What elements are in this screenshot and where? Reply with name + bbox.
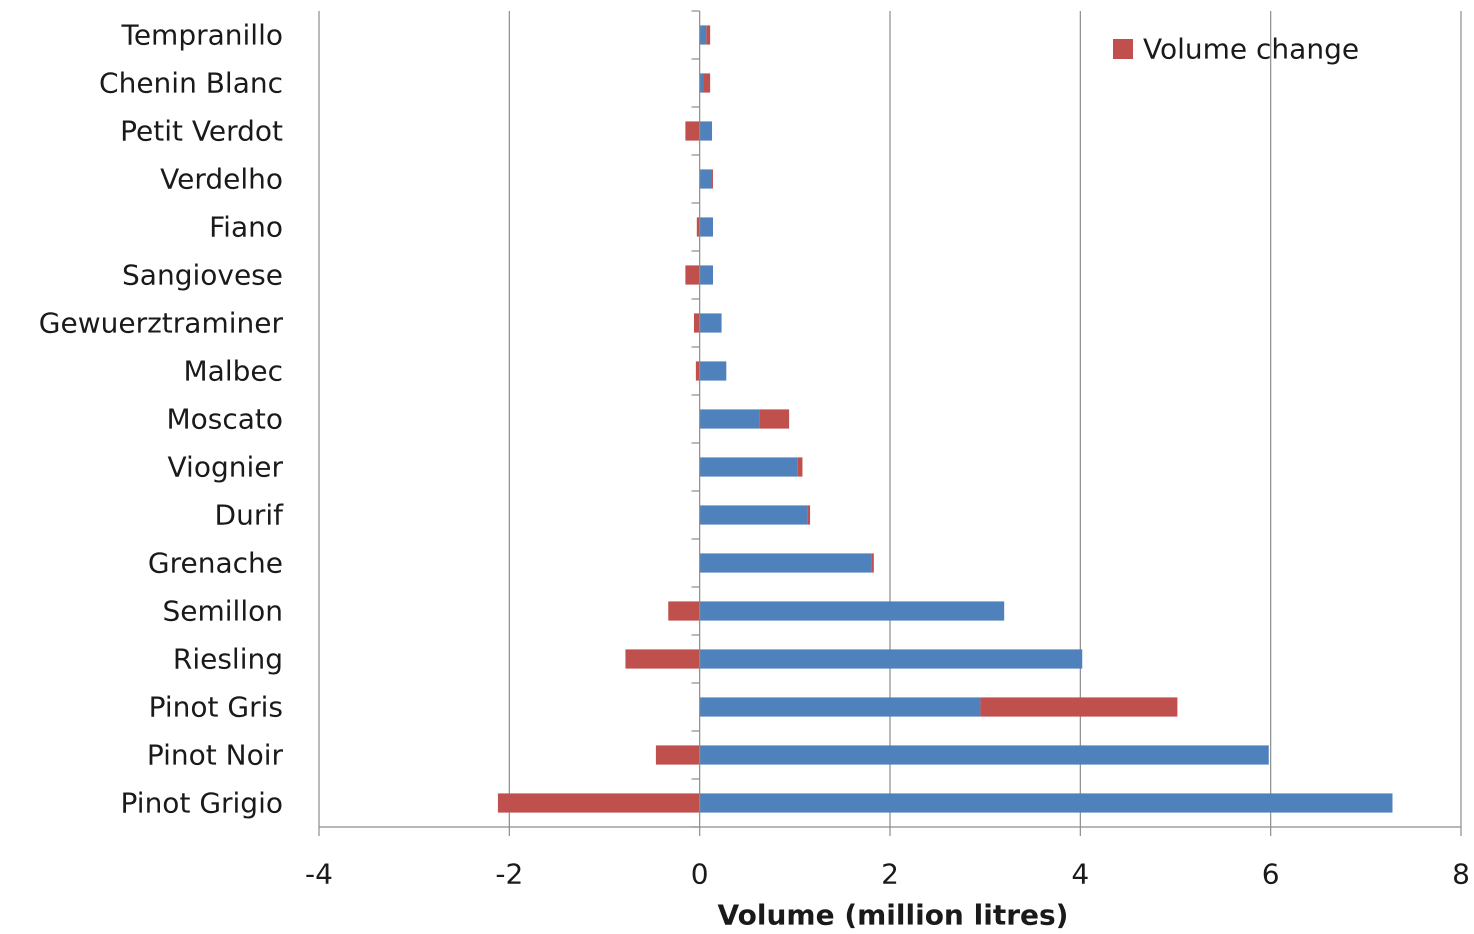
bar-base-sangiovese [699,265,713,285]
legend-label-volume-change: Volume change [1143,33,1359,66]
x-tick-labels: -4 -2 0 2 4 6 8 [305,858,1470,891]
bar-change-sangiovese [685,265,700,285]
bar-change-pinot-gris [980,697,1178,717]
category-label-chenin-blanc: Chenin Blanc [99,67,283,100]
bar-change-tempranillo [706,25,711,45]
category-labels: Tempranillo Chenin Blanc Petit Verdot Verde… [39,19,284,820]
bar-change-fiano [696,217,700,237]
bar-base-verdelho [699,169,713,189]
category-label-pinot-grigio: Pinot Grigio [121,787,283,820]
bar-change-moscato [759,409,790,429]
bar-change-pinot-grigio [497,793,700,813]
bar-change-semillon [668,601,700,621]
category-label-grenache: Grenache [148,547,283,580]
category-label-pinot-noir: Pinot Noir [147,739,284,772]
category-label-fiano: Fiano [209,211,283,244]
category-label-tempranillo: Tempranillo [120,19,283,52]
category-label-verdelho: Verdelho [160,163,283,196]
category-label-durif: Durif [215,499,285,532]
bar-change-malbec [695,361,700,381]
category-label-moscato: Moscato [166,403,283,436]
bar-base-malbec [699,361,727,381]
category-label-viognier: Viognier [168,451,284,484]
bar-base-petit-verdot [699,121,713,141]
bar-base-fiano [699,217,713,237]
bar-change-chenin-blanc [703,73,711,93]
bar-change-viognier [797,457,803,477]
bar-change-pinot-noir [655,745,700,765]
bar-base-pinot-grigio [699,793,1393,813]
bars [497,25,1393,813]
axes [318,11,1462,836]
x-tick-label-0: 0 [691,858,709,891]
bar-base-pinot-noir [699,745,1269,765]
x-tick-label-4: 4 [1071,858,1089,891]
category-label-gewuerztraminer: Gewuerztraminer [39,307,284,340]
category-label-semillon: Semillon [163,595,284,628]
bar-base-pinot-gris [699,697,981,717]
bar-change-durif [807,505,811,525]
category-label-malbec: Malbec [184,355,284,388]
bar-change-gewuerztraminer [693,313,700,333]
x-axis-title: Volume (million litres) [718,899,1069,932]
bar-base-tempranillo [699,25,707,45]
bar-change-verdelho [712,169,713,189]
category-label-pinot-gris: Pinot Gris [149,691,283,724]
category-label-riesling: Riesling [173,643,283,676]
x-tick-label-2: 2 [881,858,899,891]
bar-base-grenache [699,553,872,573]
legend: Volume change [1113,33,1359,66]
bar-change-riesling [625,649,700,669]
x-tick-label-8: 8 [1452,858,1470,891]
x-tick-label-6: 6 [1262,858,1280,891]
legend-swatch-volume-change [1113,39,1133,59]
gridlines [318,11,1462,827]
x-tick-label-4: -4 [305,858,333,891]
bar-change-petit-verdot [685,121,700,141]
bar-base-durif [699,505,808,525]
x-tick-label-2: -2 [495,858,523,891]
bar-base-riesling [699,649,1083,669]
bar-base-gewuerztraminer [699,313,722,333]
bar-base-semillon [699,601,1005,621]
bar-base-viognier [699,457,798,477]
bar-base-moscato [699,409,760,429]
bar-change-grenache [871,553,874,573]
category-label-petit-verdot: Petit Verdot [120,115,283,148]
bar-base-chenin-blanc [699,73,704,93]
category-label-sangiovese: Sangiovese [122,259,283,292]
